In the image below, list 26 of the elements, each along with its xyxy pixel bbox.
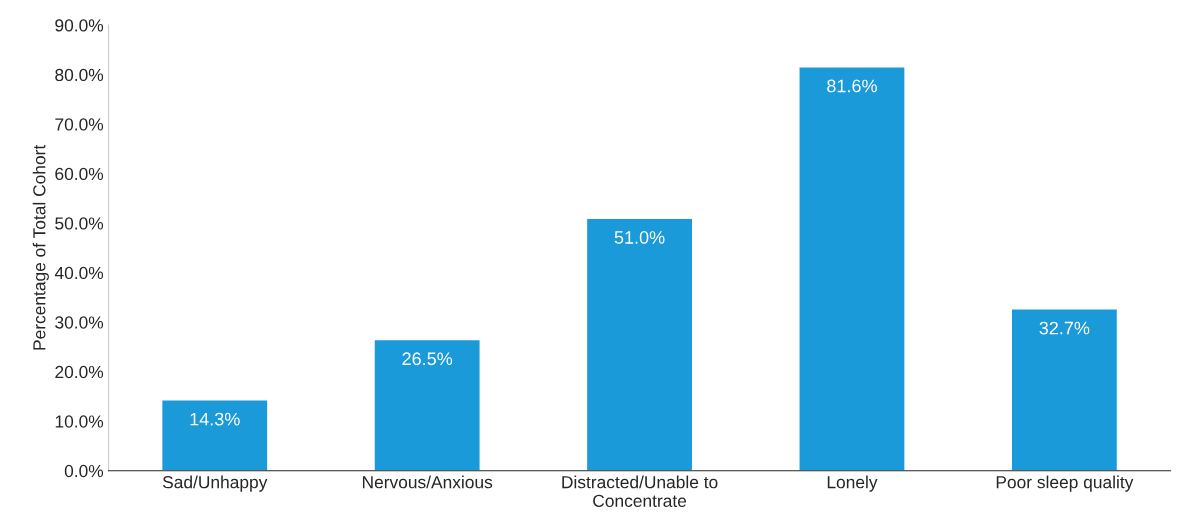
y-tick-label: 80.0% — [55, 68, 104, 82]
data-label: 26.5% — [402, 352, 453, 366]
bar — [798, 65, 906, 471]
y-tick-label: 30.0% — [55, 316, 104, 329]
y-tick-label: 20.0% — [55, 365, 104, 379]
y-tick-label: 70.0% — [55, 118, 104, 131]
data-label: 14.3% — [190, 412, 240, 426]
y-tick-label: 90.0% — [55, 19, 104, 32]
data-label: 51.0% — [614, 231, 665, 244]
data-label: 32.7% — [1039, 321, 1090, 335]
bar — [160, 399, 269, 471]
y-tick-label: 40.0% — [54, 266, 104, 280]
data-label: 81.6% — [827, 79, 877, 93]
bar — [373, 338, 481, 471]
bar — [1010, 308, 1119, 471]
y-tick-label: 0.0% — [64, 464, 104, 478]
y-axis-title: Percentage of Total Cohort — [32, 144, 49, 350]
y-tick-label: 10.0% — [55, 415, 104, 428]
x-tick-label: Lonely — [827, 475, 878, 492]
x-tick-label: Distracted/Unable to Concentrate — [562, 475, 718, 508]
y-tick-label: 50.0% — [55, 217, 104, 230]
bar — [585, 217, 694, 471]
x-tick-label: Sad/Unhappy — [162, 475, 268, 492]
x-tick-label: Poor sleep quality — [996, 475, 1134, 492]
x-tick-label: Nervous/Anxious — [362, 475, 493, 489]
y-tick-label: 60.0% — [55, 167, 104, 181]
